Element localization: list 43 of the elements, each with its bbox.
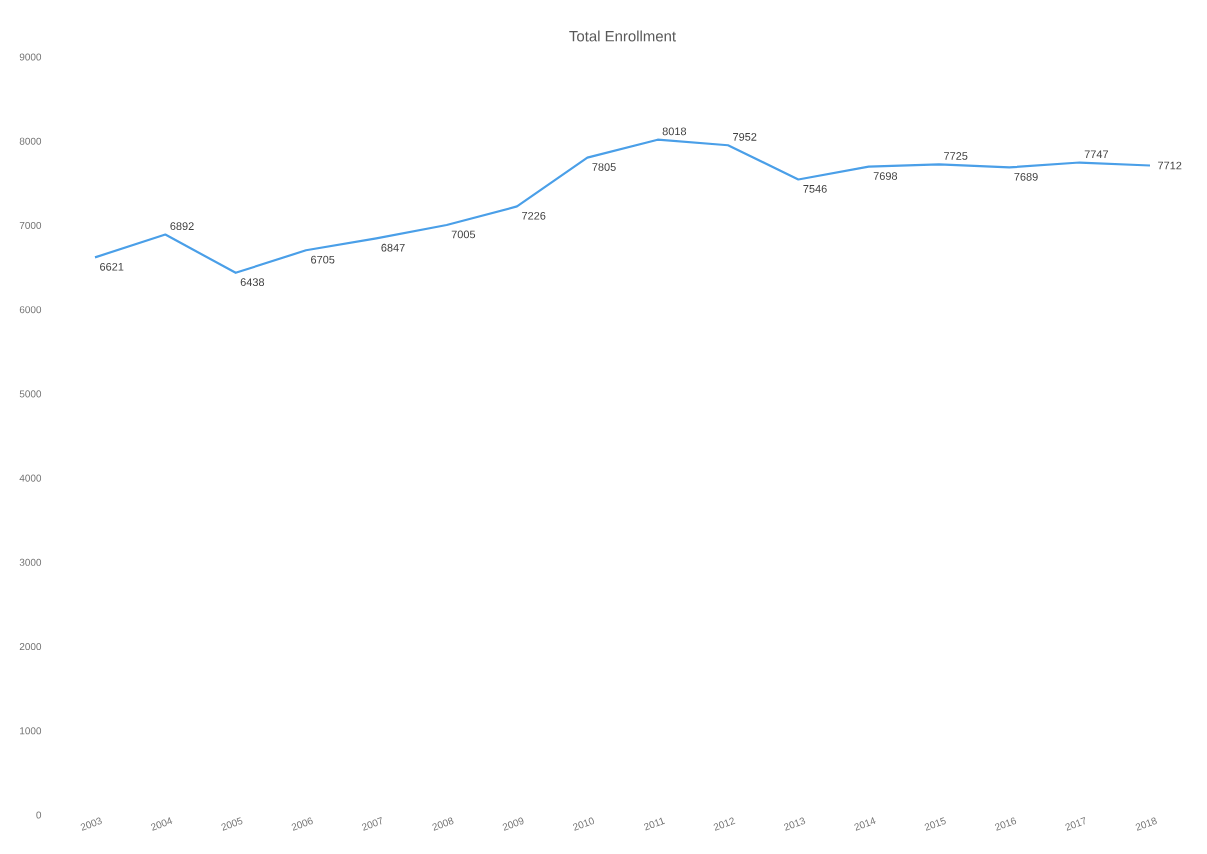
y-tick-label: 0 (36, 811, 42, 819)
y-tick-label: 9000 (19, 53, 42, 61)
data-label: 7952 (733, 133, 757, 141)
data-label: 6705 (311, 255, 335, 264)
x-tick-label: 2015 (924, 817, 946, 831)
x-tick-label: 2013 (783, 817, 806, 831)
data-label: 7689 (1014, 172, 1038, 181)
x-tick-label: 2018 (1135, 817, 1157, 831)
y-tick-label: 4000 (19, 474, 42, 482)
x-tick-label: 2006 (291, 817, 313, 831)
data-label: 6621 (100, 262, 124, 271)
y-tick-label: 1000 (20, 727, 42, 735)
data-label: 7005 (451, 230, 476, 239)
chart-title: Total Enrollment (569, 30, 676, 42)
data-label: 6892 (170, 222, 194, 231)
x-tick-label: 2004 (150, 817, 173, 831)
x-tick-label: 2009 (502, 817, 524, 831)
y-tick-label: 3000 (19, 558, 42, 566)
data-label: 6847 (381, 243, 405, 252)
data-label: 7725 (944, 152, 968, 160)
y-tick-label: 5000 (19, 390, 42, 398)
data-label: 6438 (240, 278, 265, 287)
x-tick-label: 2011 (643, 817, 665, 831)
y-tick-label: 7000 (19, 221, 42, 229)
data-label: 7698 (873, 172, 898, 180)
data-label: 8018 (662, 127, 687, 136)
x-tick-label: 2010 (572, 817, 594, 831)
x-tick-label: 2005 (221, 817, 243, 831)
x-tick-label: 2014 (854, 817, 876, 831)
x-tick-label: 2008 (432, 817, 454, 831)
y-tick-label: 8000 (19, 137, 42, 145)
data-label: 7712 (1158, 161, 1182, 170)
data-label: 7226 (522, 211, 546, 220)
data-label: 7805 (592, 163, 616, 171)
x-tick-label: 2012 (713, 817, 736, 831)
y-tick-label: 6000 (19, 306, 42, 314)
data-label: 7747 (1084, 150, 1109, 159)
x-tick-label: 2016 (994, 817, 1017, 831)
y-tick-label: 2000 (19, 643, 42, 651)
data-label: 7546 (803, 184, 827, 193)
x-tick-label: 2017 (1065, 817, 1085, 831)
x-tick-label: 2007 (361, 817, 382, 831)
x-tick-label: 2003 (80, 817, 102, 831)
